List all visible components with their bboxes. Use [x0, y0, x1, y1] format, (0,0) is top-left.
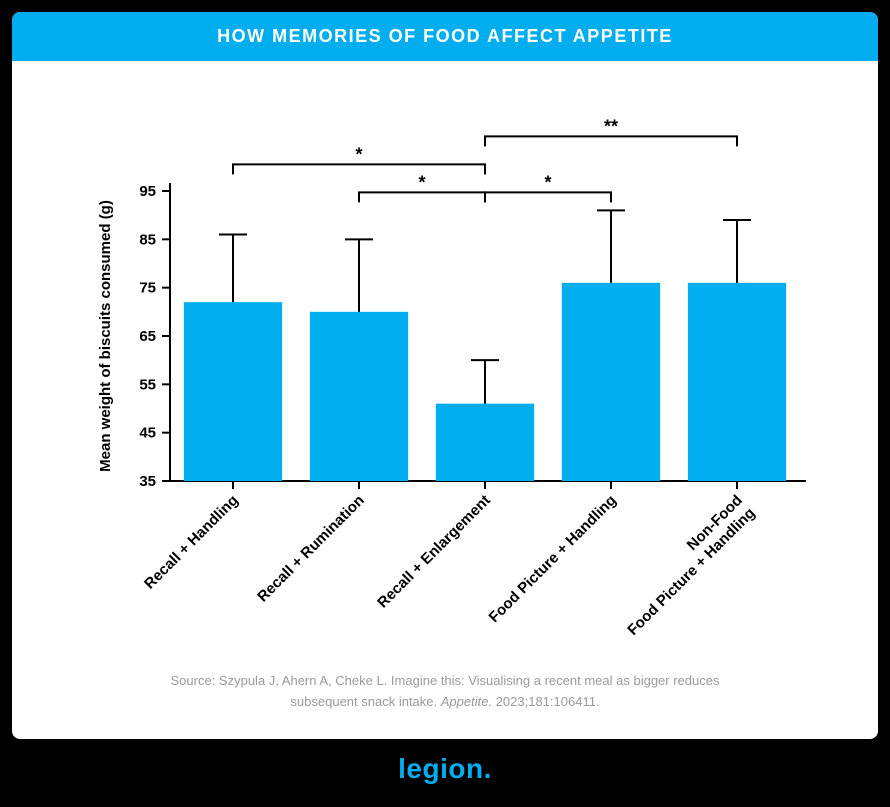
svg-text:Mean weight of biscuits consum: Mean weight of biscuits consumed (g)	[97, 200, 114, 472]
svg-text:Recall + Handling: Recall + Handling	[141, 492, 242, 593]
chart-card: HOW MEMORIES OF FOOD AFFECT APPETITE 35 4…	[12, 12, 878, 739]
svg-text:55: 55	[139, 376, 156, 393]
svg-text:85: 85	[139, 231, 156, 248]
svg-text:Recall + Enlargement: Recall + Enlargement	[374, 492, 494, 612]
svg-text:75: 75	[139, 280, 156, 297]
bar-chart: 35 45 55 65 75 85 95 Mean weight of biscuits co…	[60, 91, 830, 651]
brand-logo-text: legion	[398, 753, 483, 784]
svg-text:*: *	[355, 144, 362, 164]
svg-text:95: 95	[139, 183, 156, 200]
svg-text:*: *	[544, 172, 551, 192]
svg-text:65: 65	[139, 328, 156, 345]
source-line2-pre: subsequent snack intake.	[290, 694, 440, 709]
footer: legion.	[12, 739, 878, 785]
svg-text:Food Picture + Handling: Food Picture + Handling	[486, 492, 620, 626]
svg-text:Recall + Rumination: Recall + Rumination	[254, 492, 368, 606]
page-root: HOW MEMORIES OF FOOD AFFECT APPETITE 35 4…	[0, 0, 890, 807]
svg-text:*: *	[418, 172, 425, 192]
brand-logo-dot: .	[484, 753, 492, 784]
source-citation: Source: Szypula J, Ahern A, Cheke L. Ima…	[12, 661, 878, 739]
chart-area: 35 45 55 65 75 85 95 Mean weight of biscuits co…	[12, 61, 878, 661]
source-line2-ital: Appetite.	[441, 694, 492, 709]
svg-text:45: 45	[139, 425, 156, 442]
svg-text:Food Picture + Handling: Food Picture + Handling	[624, 505, 758, 639]
svg-text:35: 35	[139, 473, 156, 490]
source-line1: Source: Szypula J, Ahern A, Cheke L. Ima…	[171, 673, 720, 688]
brand-logo: legion.	[398, 753, 492, 784]
source-line2-post: 2023;181:106411.	[492, 694, 599, 709]
card-title: HOW MEMORIES OF FOOD AFFECT APPETITE	[12, 12, 878, 61]
svg-text:**: **	[604, 116, 618, 136]
